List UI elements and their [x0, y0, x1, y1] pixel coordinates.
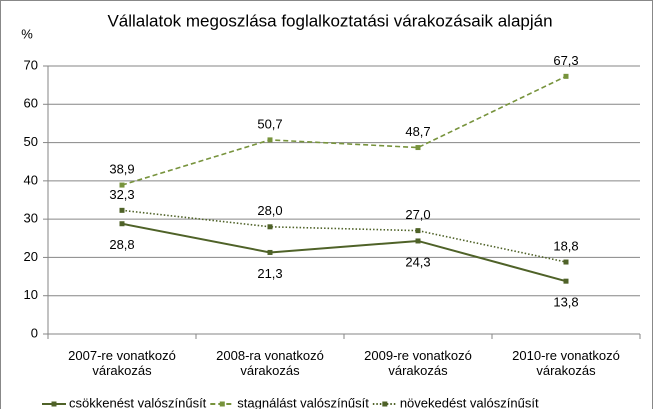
y-tick-label: 40 [24, 172, 38, 187]
data-label: 38,9 [109, 162, 134, 177]
marker [563, 259, 569, 265]
marker [563, 278, 569, 284]
legend-label: csökkenést valószínűsít [69, 395, 207, 409]
data-label: 48,7 [405, 124, 430, 139]
y-tick-label: 60 [24, 96, 38, 111]
marker [415, 228, 421, 234]
data-label: 50,7 [257, 116, 282, 131]
marker [415, 145, 421, 151]
data-label: 13,8 [553, 295, 578, 310]
x-tick-label: 2008-ra vonatkozó várakozás [216, 348, 324, 378]
chart-title: Vállalatok megoszlása foglalkoztatási vá… [107, 11, 552, 30]
y-tick-label: 0 [31, 325, 38, 340]
legend-marker [51, 401, 57, 407]
legend-label: növekedést valószínűsít [400, 395, 539, 409]
marker [119, 207, 125, 213]
data-label: 28,0 [257, 203, 282, 218]
marker [267, 249, 273, 255]
series-line [121, 75, 567, 186]
series-line [121, 222, 567, 283]
legend-label: stagnálást valószínűsít [237, 395, 369, 409]
y-tick-label: 30 [24, 211, 38, 226]
marker [119, 221, 125, 227]
x-tick-label: 2009-re vonatkozó várakozás [364, 348, 472, 378]
marker [267, 137, 273, 143]
series-line [121, 209, 567, 263]
x-tick-label: 2007-re vonatkozó várakozás [68, 348, 176, 378]
data-label: 32,3 [109, 187, 134, 202]
y-axis-label: % [21, 26, 33, 41]
y-tick-label: 50 [24, 134, 38, 149]
marker [563, 73, 569, 79]
marker [267, 224, 273, 230]
legend-marker [219, 401, 225, 407]
x-tick-label: 2010-re vonatkozó várakozás [512, 348, 620, 378]
data-label: 28,8 [109, 237, 134, 252]
data-label: 27,0 [405, 207, 430, 222]
legend-marker [382, 401, 388, 407]
y-tick-label: 10 [24, 287, 38, 302]
marker [415, 238, 421, 244]
marker [119, 182, 125, 188]
y-tick-label: 70 [24, 57, 38, 72]
y-tick-label: 20 [24, 249, 38, 264]
data-label: 18,8 [553, 238, 578, 253]
data-label: 67,3 [553, 53, 578, 68]
data-label: 24,3 [405, 254, 430, 269]
data-label: 21,3 [257, 266, 282, 281]
